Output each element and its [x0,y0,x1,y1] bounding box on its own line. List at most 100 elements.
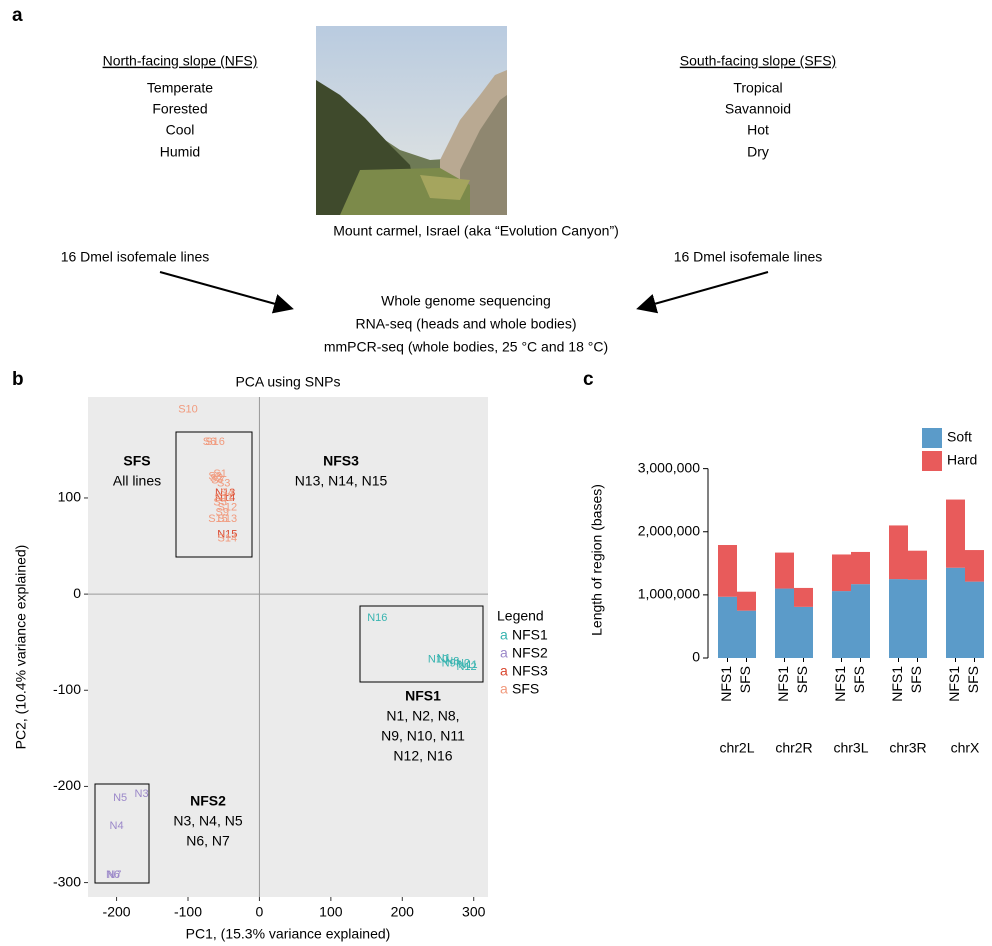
x-tick-label: SFS [794,666,810,693]
x-tick-label: SFS [965,666,981,693]
bar-segment [775,589,794,658]
y-tick-label: -100 [53,681,81,697]
bar-segment [775,553,794,589]
point: S15 [208,513,228,525]
annotation-line: N13, N14, N15 [295,473,388,489]
trait: Tropical [733,80,782,96]
legend-label: NFS1 [512,627,548,643]
point: N3 [135,788,149,800]
legend-label: Soft [947,429,972,445]
point: S10 [178,403,198,415]
bar-segment [908,551,927,580]
trait: Hot [747,122,769,138]
group-label: chrX [951,740,980,756]
bar-segment [794,607,813,658]
bar-segment [794,588,813,607]
legend-label: NFS3 [512,663,548,679]
x-tick-label: 300 [462,904,486,920]
bar-segment [965,582,984,658]
x-tick-label: NFS1 [889,666,905,702]
point: N5 [113,792,127,804]
arrow [160,272,290,308]
lines-label: 16 Dmel isofemale lines [674,249,823,265]
x-tick-label: -100 [174,904,202,920]
annotation-line: N9, N10, N11 [381,728,465,744]
annotation-line: All lines [113,473,161,489]
group-label: chr3L [833,740,868,756]
nfs-heading: North-facing slope (NFS) [103,53,258,69]
annotation-title: NFS1 [405,688,441,704]
group-label: chr2L [719,740,754,756]
y-tick-label: 0 [692,649,700,665]
point: S16 [205,436,225,448]
y-tick-label: -300 [53,873,81,889]
panel-label: a [12,5,23,26]
x-tick-label: NFS1 [946,666,962,702]
y-tick-label: 1,000,000 [638,586,700,602]
bar-segment [737,592,756,611]
bar-segment [832,554,851,591]
annotation-title: SFS [123,453,150,469]
lines-label: 16 Dmel isofemale lines [61,249,210,265]
bar-segment [946,568,965,658]
panel-label: c [583,369,594,390]
trait: Temperate [147,80,213,96]
bar-segment [889,579,908,658]
legend-key: a [500,627,508,643]
x-tick-label: SFS [851,666,867,693]
x-tick-label: 0 [256,904,264,920]
legend-title: Legend [497,608,544,624]
legend-key: a [500,645,508,661]
trait: Savannoid [725,101,791,117]
legend-key: a [500,681,508,697]
annotation-title: NFS3 [323,453,359,469]
y-tick-label: -200 [53,777,81,793]
bar-segment [965,550,984,582]
method: RNA-seq (heads and whole bodies) [355,316,576,332]
group-label: chr3R [889,740,926,756]
figure: a North-facing slope (NFS) Temperate For… [0,0,992,946]
annotation-line: N1, N2, N8, [386,708,459,724]
legend-label: SFS [512,681,539,697]
legend-swatch [922,428,942,448]
point: N16 [367,612,387,624]
photo-caption: Mount carmel, Israel (aka “Evolution Can… [333,223,619,239]
group-label: chr2R [775,740,812,756]
y-tick-label: 0 [73,585,81,601]
method: mmPCR-seq (whole bodies, 25 °C and 18 °C… [324,339,608,355]
bar-segment [718,545,737,597]
trait: Cool [166,122,195,138]
x-axis-label: PC1, (15.3% variance explained) [186,926,391,942]
y-tick-label: 100 [58,489,82,505]
x-tick-label: NFS1 [775,666,791,702]
trait: Forested [152,101,207,117]
point: S14 [217,532,237,544]
trait: Dry [747,144,769,160]
annotation-line: N6, N7 [186,833,230,849]
bar-segment [737,611,756,658]
annotation-line: N12, N16 [393,748,452,764]
bar-segment [908,580,927,658]
legend-label: Hard [947,452,977,468]
annotation-title: NFS2 [190,793,226,809]
x-tick-label: SFS [908,666,924,693]
y-axis-label: PC2, (10.4% variance explained) [13,545,29,750]
bar-segment [832,591,851,658]
bar-segment [718,597,737,658]
y-tick-label: 3,000,000 [638,459,700,475]
point: N11 [458,659,477,671]
legend-label: NFS2 [512,645,548,661]
x-tick-label: 100 [319,904,343,920]
method: Whole genome sequencing [381,293,551,309]
bar-segment [889,525,908,579]
bar-segment [946,500,965,568]
chart-title: PCA using SNPs [235,374,340,390]
x-tick-label: NFS1 [832,666,848,702]
y-axis-label: Length of region (bases) [589,484,605,636]
x-tick-label: NFS1 [718,666,734,702]
trait: Humid [160,144,200,160]
x-tick-label: 200 [391,904,415,920]
point: N7 [107,869,121,881]
y-tick-label: 2,000,000 [638,522,700,538]
sfs-heading: South-facing slope (SFS) [680,53,836,69]
